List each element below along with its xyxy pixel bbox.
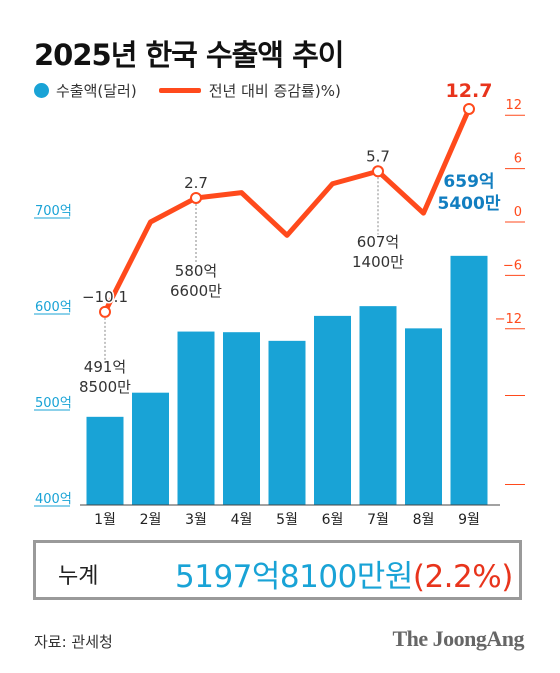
- left-axis-tick-label: 400억: [35, 492, 72, 507]
- left-axis-tick-label: 500억: [35, 396, 72, 411]
- bar-9월: [450, 255, 488, 505]
- x-axis-tick-label: 6월: [322, 512, 344, 528]
- right-axis-tick-label: −12: [495, 312, 522, 327]
- bar-3월: [177, 331, 215, 505]
- source-note: 자료: 관세청: [34, 633, 113, 651]
- bar-value-label: 607억: [357, 233, 399, 251]
- legend-bar-label: 수출액(달러): [56, 82, 137, 100]
- x-axis-tick-label: 3월: [185, 512, 207, 528]
- rate-marker: [99, 305, 111, 318]
- bar-value-label: 6600만: [170, 282, 222, 300]
- export-chart: 700억 600억 500억 400억 12 6 0 −6 −12 1월 2월 3월 4월 5월 6월 7월 8…: [34, 80, 525, 528]
- bar-8월: [405, 328, 442, 505]
- cumulative-rate: (2.2%): [412, 559, 513, 595]
- bar-value-label: 491억: [84, 358, 126, 376]
- bar-value-label: 580억: [175, 262, 217, 280]
- rate-value-label: 5.7: [366, 147, 390, 165]
- right-axis-tick-label: −6: [503, 258, 522, 273]
- cumulative-value: 5197억8100만원(2.2%): [175, 551, 513, 596]
- x-axis-tick-label: 7월: [367, 512, 389, 528]
- x-axis-tick-label: 9월: [458, 512, 480, 528]
- legend-line-label: 전년 대비 증감률)%): [208, 82, 341, 100]
- x-axis-tick-label: 4월: [231, 512, 253, 528]
- rate-value-label: 12.7: [446, 80, 493, 102]
- bar-5월: [268, 340, 306, 505]
- x-axis-tick-label: 5월: [276, 512, 298, 528]
- right-axis-tick-label: 6: [514, 152, 522, 167]
- right-axis-tick-label: 12: [505, 98, 522, 113]
- brand-logo: The JoongAng: [392, 626, 524, 651]
- x-axis-tick-label: 2월: [140, 512, 162, 528]
- rate-marker: [190, 191, 202, 204]
- left-axis-tick-label: 700억: [35, 204, 72, 219]
- bar-value-label: 1400만: [352, 253, 404, 271]
- growth-rate-line: [102, 106, 472, 315]
- bar-value-label: 8500만: [79, 378, 131, 396]
- x-axis-tick-label: 8월: [413, 512, 435, 528]
- bar-1월: [86, 416, 124, 505]
- left-axis-tick-label: 600억: [35, 300, 72, 315]
- bar-6월: [314, 315, 351, 505]
- rate-marker: [463, 102, 475, 115]
- cumulative-amount: 5197억8100만원: [175, 559, 413, 595]
- bar-4월: [223, 332, 260, 505]
- legend: 수출액(달러) 전년 대비 증감률)%): [34, 80, 341, 101]
- chart-title: 2025년 한국 수출액 추이: [34, 38, 344, 72]
- cumulative-total-box: 누계 5197억8100만원(2.2%): [33, 540, 522, 600]
- bar-value-label: 659억: [443, 172, 494, 192]
- rate-value-label: 2.7: [184, 174, 208, 192]
- bar-7월: [359, 306, 397, 505]
- rate-value-label: −10.1: [82, 288, 128, 306]
- cumulative-label: 누계: [58, 564, 99, 589]
- bar-2월: [132, 392, 169, 505]
- right-axis-tick-label: 0: [514, 205, 522, 220]
- rate-marker: [372, 165, 384, 178]
- x-axis-tick-label: 1월: [94, 512, 116, 528]
- bar-value-label: 5400만: [438, 194, 501, 214]
- legend-bar-swatch: [34, 83, 49, 98]
- legend-line-swatch: [158, 88, 201, 93]
